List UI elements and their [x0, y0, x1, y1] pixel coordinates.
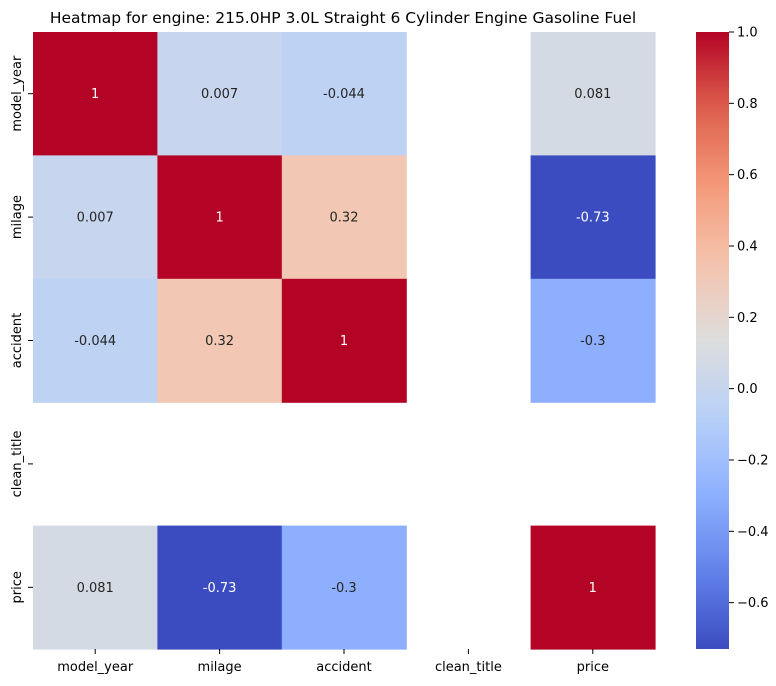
y-tick-label: accident: [10, 313, 25, 368]
cell-annotation: 0.081: [574, 87, 611, 102]
heatmap-cell: [157, 278, 283, 403]
heatmap-cell: [530, 32, 656, 156]
colorbar-tick-label: 0.4: [737, 239, 758, 254]
x-tick-label: clean_title: [435, 660, 502, 675]
heatmap-cell: [33, 278, 158, 403]
colorbar-tick-label: −0.6: [737, 596, 769, 611]
cell-annotation: 0.081: [77, 581, 114, 596]
colorbar-tick-label: −0.2: [737, 453, 769, 468]
x-tick-label: accident: [316, 660, 371, 675]
x-axis: model_year milage accident clean_title price: [57, 649, 609, 675]
y-tick-label: milage: [10, 195, 25, 239]
colorbar-gradient: [696, 32, 729, 649]
cell-annotation: 1: [215, 211, 223, 226]
x-tick-label: price: [577, 660, 609, 675]
heatmap-cell: [157, 525, 283, 650]
heatmap-cell: [281, 278, 407, 403]
cell-annotation: 0.32: [205, 334, 234, 349]
heatmap-cell: [157, 155, 283, 280]
heatmap-cell: [281, 155, 407, 280]
cell-annotation: 0.007: [77, 211, 114, 226]
cell-annotation: -0.044: [74, 334, 116, 349]
chart-title: Heatmap for engine: 215.0HP 3.0L Straigh…: [50, 9, 636, 27]
heatmap-cell: [281, 32, 407, 156]
heatmap-annotations: 1 0.007 -0.044 0.081 0.007 1 0.32 -0.73 -0.044 0.…: [74, 87, 611, 596]
cell-annotation: -0.3: [331, 581, 356, 596]
heatmap-cell: [281, 525, 407, 650]
heatmap-cells: [33, 32, 656, 650]
heatmap-cell: [530, 525, 656, 650]
heatmap-cell: [157, 32, 283, 156]
heatmap-cell: [530, 278, 656, 403]
cell-annotation: -0.73: [576, 211, 610, 226]
colorbar-tick-label: 0.2: [737, 311, 758, 326]
y-tick-label: price: [10, 571, 25, 603]
x-tick-label: model_year: [57, 660, 134, 675]
cell-annotation: 1: [91, 87, 99, 102]
colorbar-tick-label: 0.0: [737, 382, 758, 397]
heatmap-cell: [530, 155, 656, 280]
colorbar-tick-label: −0.4: [737, 525, 769, 540]
cell-annotation: 0.32: [330, 211, 359, 226]
cell-annotation: -0.73: [203, 581, 237, 596]
heatmap-cell: [33, 525, 158, 650]
cell-annotation: 1: [589, 581, 597, 596]
cell-annotation: 1: [340, 334, 348, 349]
y-tick-label: clean_title: [10, 430, 25, 497]
colorbar: 1.0 0.8 0.6 0.4 0.2 0.0 −0.2 −0.4 −0.6: [696, 26, 769, 649]
cell-annotation: 0.007: [201, 87, 238, 102]
colorbar-tick-label: 0.6: [737, 168, 758, 183]
y-tick-label: model_year: [10, 55, 25, 132]
cell-annotation: -0.3: [580, 334, 605, 349]
heatmap-cell: [33, 155, 158, 280]
colorbar-tick-label: 1.0: [737, 26, 758, 41]
colorbar-tick-label: 0.8: [737, 97, 758, 112]
heatmap-cell: [33, 32, 158, 156]
cell-annotation: -0.044: [323, 87, 365, 102]
x-tick-label: milage: [198, 660, 242, 675]
